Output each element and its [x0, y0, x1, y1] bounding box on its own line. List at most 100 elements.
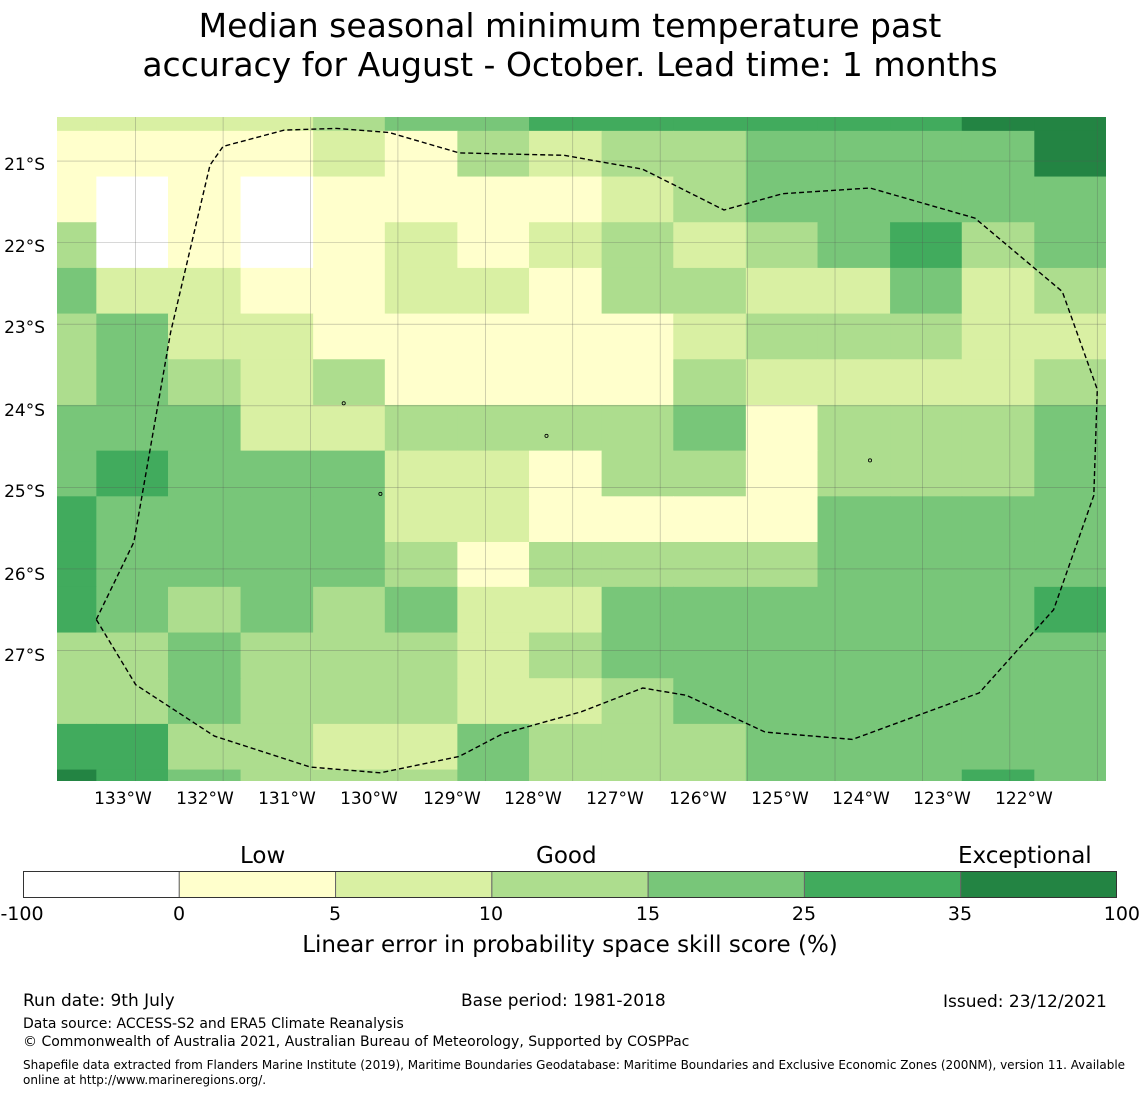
lon-label: 130°W — [340, 789, 398, 809]
grid-cell — [96, 404, 169, 452]
grid-cell — [529, 586, 603, 634]
colorbar-scale — [23, 871, 1117, 898]
grid-cell — [57, 450, 97, 497]
shapefile-credit: Shapefile data extracted from Flanders M… — [23, 1058, 1135, 1088]
grid-cell — [96, 769, 169, 781]
grid-cell — [961, 176, 1035, 223]
grid-cell — [673, 404, 747, 452]
grid-cell — [961, 678, 1035, 725]
grid-cell — [601, 723, 674, 771]
grid-cell — [313, 404, 386, 452]
colorbar-tick: 35 — [947, 903, 973, 925]
grid-cell — [57, 404, 97, 452]
grid-cell — [529, 176, 603, 223]
copyright: © Commonwealth of Australia 2021, Austra… — [23, 1034, 690, 1050]
lon-label: 125°W — [751, 789, 809, 809]
grid-cell — [457, 678, 530, 725]
grid-cell — [57, 769, 97, 781]
grid-cell — [57, 222, 97, 269]
grid-cell — [817, 222, 891, 269]
grid-cell — [57, 313, 97, 360]
grid-cell — [1034, 222, 1106, 269]
grid-cell — [240, 404, 314, 452]
lat-label: 27°S — [4, 646, 45, 666]
grid-cell — [745, 117, 819, 132]
colorbar-segment — [647, 871, 805, 898]
issued-date: Issued: 23/12/2021 — [943, 992, 1107, 1012]
grid-cell — [313, 769, 386, 781]
grid-cell — [57, 586, 97, 634]
grid-cell — [1034, 117, 1106, 132]
grid-cell — [57, 267, 97, 315]
grid-cell — [313, 222, 386, 269]
grid-cell — [457, 769, 530, 781]
grid-cell — [673, 450, 747, 497]
grid-cell — [601, 541, 674, 588]
lon-label: 129°W — [423, 789, 481, 809]
grid-cell — [457, 723, 530, 771]
grid-cell — [601, 404, 674, 452]
grid-cell — [313, 176, 386, 223]
grid-cell — [890, 769, 963, 781]
grid-cell — [457, 632, 530, 679]
grid-cell — [601, 222, 674, 269]
grid-cell — [96, 117, 169, 132]
grid-cell — [168, 678, 242, 725]
grid-cell — [745, 130, 819, 178]
grid-cell — [961, 541, 1035, 588]
grid-cell — [529, 632, 603, 679]
grid-cell — [745, 176, 819, 223]
grid-cell — [890, 222, 963, 269]
grid-cell — [601, 586, 674, 634]
grid-cell — [384, 678, 458, 725]
grid-cell — [168, 404, 242, 452]
eez-boundary — [95, 127, 1099, 774]
grid-cell — [745, 541, 819, 588]
colorbar-tick: 0 — [172, 903, 186, 925]
grid-cell — [313, 723, 386, 771]
grid-cell — [1034, 359, 1106, 406]
grid-cell — [96, 313, 169, 360]
lat-label: 26°S — [4, 565, 45, 585]
lat-label: 22°S — [4, 237, 45, 257]
grid-cell — [240, 117, 314, 132]
grid-cell — [817, 496, 891, 543]
lon-label: 128°W — [504, 789, 562, 809]
grid-cell — [457, 222, 530, 269]
grid-cell — [961, 723, 1035, 771]
grid-cell — [817, 632, 891, 679]
grid-cell — [168, 267, 242, 315]
grid-cell — [817, 267, 891, 315]
grid-cell — [168, 222, 242, 269]
grid-cell — [57, 723, 97, 771]
grid-cell — [817, 359, 891, 406]
grid-cell — [240, 450, 314, 497]
grid-cell — [57, 117, 97, 132]
grid-cell — [745, 222, 819, 269]
grid-cell — [168, 723, 242, 771]
colorbar-segment — [803, 871, 962, 898]
grid-cell — [529, 678, 603, 725]
lat-label: 24°S — [4, 401, 45, 421]
grid-cell — [601, 313, 674, 360]
grid-cell — [168, 359, 242, 406]
grid-cell — [240, 267, 314, 315]
grid-cell — [313, 450, 386, 497]
grid-cell — [673, 117, 747, 132]
grid-cell — [745, 586, 819, 634]
grid-cell — [817, 678, 891, 725]
grid-cell — [96, 267, 169, 315]
base-period: Base period: 1981-2018 — [461, 991, 666, 1011]
shapefile-credit-line-1: Shapefile data extracted from Flanders M… — [23, 1058, 1126, 1072]
grid-cell — [57, 130, 97, 178]
grid-cell — [745, 632, 819, 679]
grid-cell — [961, 586, 1035, 634]
grid-cell — [240, 222, 314, 269]
grid-cell — [601, 359, 674, 406]
grid-cell — [890, 496, 963, 543]
grid-cell — [57, 678, 97, 725]
grid-cell — [817, 117, 891, 132]
grid-cell — [457, 267, 530, 315]
grid-cell — [673, 222, 747, 269]
grid-cell — [961, 117, 1035, 132]
